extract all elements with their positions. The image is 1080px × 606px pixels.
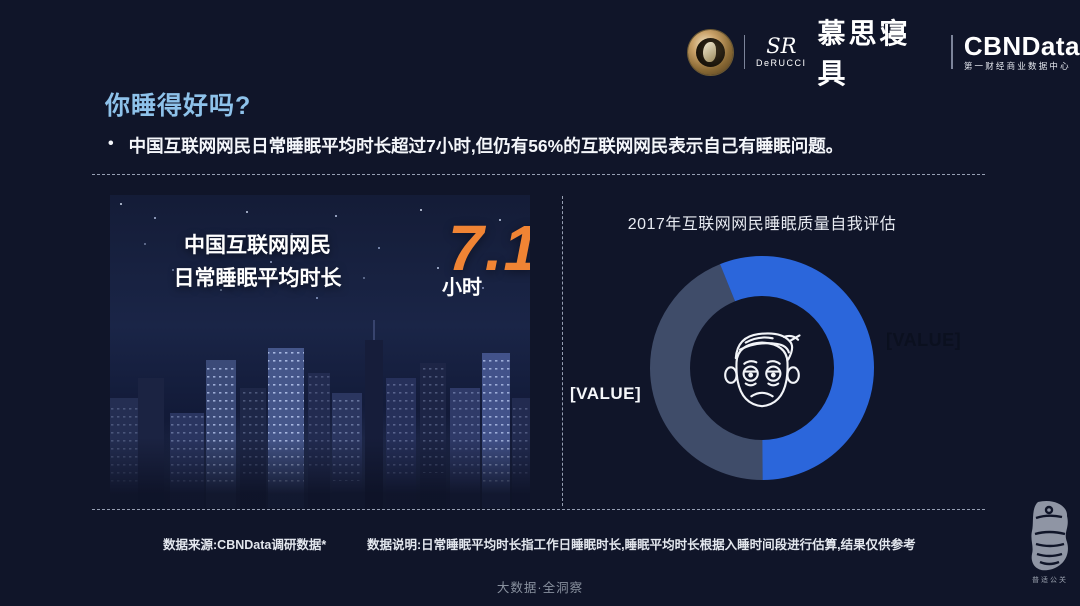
cbndata-subtitle: 第一财经商业数据中心 <box>963 61 1071 72</box>
key-finding-text: 中国互联网网民日常睡眠平均时长超过7小时,但仍有56%的互联网网民表示自己有睡眠… <box>128 136 844 156</box>
cbndata-wordmark: CBNData <box>963 31 1080 62</box>
derucci-logo: SR DeRUCCI <box>756 36 807 68</box>
stat-caption: 中国互联网网民 日常睡眠平均时长 <box>150 229 365 295</box>
derucci-monogram-icon: SR <box>766 34 797 58</box>
divider <box>951 35 953 69</box>
chart-title: 2017年互联网网民睡眠质量自我评估 <box>627 216 897 233</box>
page-title: 你睡得好吗? <box>105 92 252 120</box>
chart-data-label-gray: [VALUE] <box>570 384 642 403</box>
agency-name: 普适公关 <box>1032 577 1068 584</box>
divider-dashed-bottom <box>92 509 985 510</box>
sad-tired-face-icon <box>724 332 801 408</box>
stat-caption-line1: 中国互联网网民 <box>184 234 331 257</box>
data-method-note: 数据说明:日常睡眠平均时长指工作日睡眠时长,睡眠平均时长根据入睡时间段进行估算,… <box>367 538 916 552</box>
stat-value: 7.1 <box>448 212 530 284</box>
derucci-brand-cn: 慕思寝具 <box>817 18 911 89</box>
chart-data-label-blue: [VALUE] <box>886 330 962 350</box>
stars-decoration <box>120 203 122 205</box>
derucci-wordmark: DeRUCCI <box>756 58 807 68</box>
header-logos: SR DeRUCCI 慕思寝具 CBNData 第一财经商业数据中心 <box>688 18 1080 89</box>
data-source-note: 数据来源:CBNData调研数据* <box>163 538 327 552</box>
bullet-marker: • <box>108 135 114 152</box>
stat-unit: 小时 <box>442 277 482 299</box>
image-bottom-fade <box>110 438 530 508</box>
agency-seal-icon <box>1031 500 1068 571</box>
divider-dashed-vertical <box>562 196 563 506</box>
agency-seal: 普适公关 <box>1022 500 1078 585</box>
donut-chart <box>650 256 874 480</box>
divider <box>743 35 746 69</box>
key-finding: • 中国互联网网民日常睡眠平均时长超过7小时,但仍有56%的互联网网民表示自己有… <box>108 133 843 158</box>
divider-dashed-top <box>92 174 985 175</box>
stat-caption-line2: 日常睡眠平均时长 <box>173 267 342 290</box>
derucci-seal-icon <box>688 29 733 75</box>
city-night-image: 中国互联网网民 日常睡眠平均时长 7.1 小时 <box>110 195 530 508</box>
footer-tagline: 大数据·全洞察 <box>496 581 584 595</box>
cbndata-logo: CBNData 第一财经商业数据中心 <box>964 33 1080 71</box>
